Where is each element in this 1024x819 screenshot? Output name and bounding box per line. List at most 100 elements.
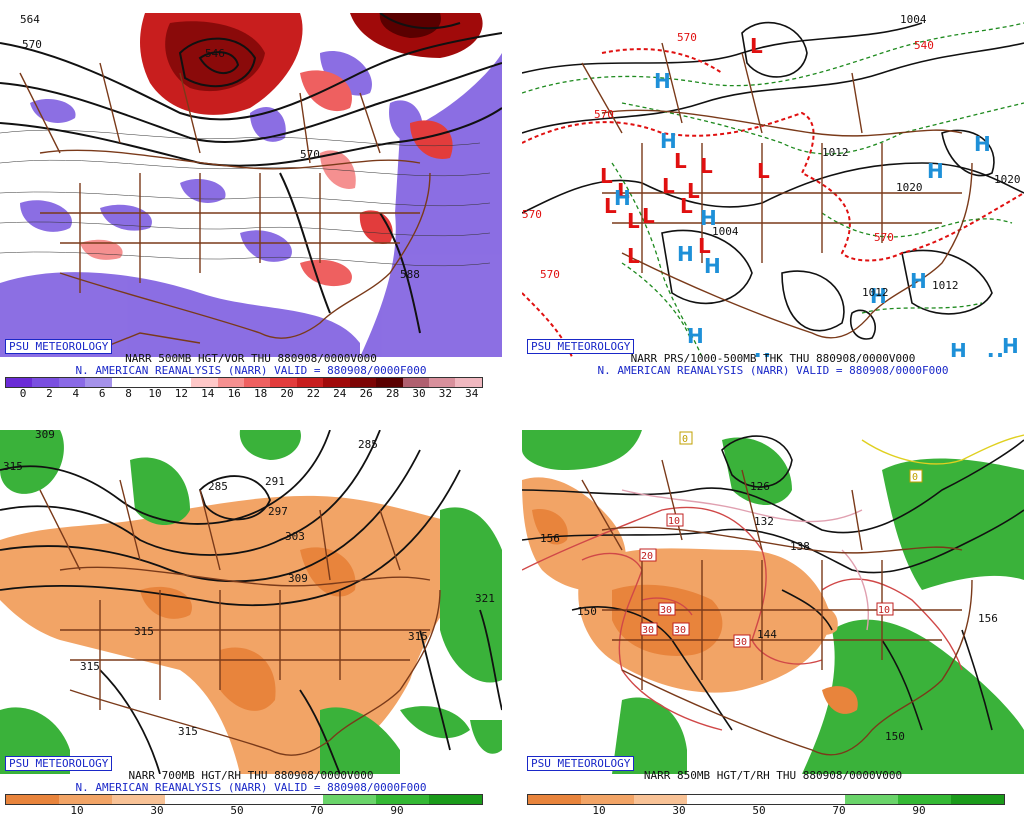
colorbar-swatch	[217, 795, 271, 804]
contour-label: 315	[408, 630, 428, 643]
colorbar-swatch	[138, 378, 165, 387]
colorbar-tick-label: 6	[98, 387, 106, 400]
colorbar-tick-label: 70	[832, 804, 846, 817]
colorbar-swatch	[349, 378, 377, 387]
colorbar-tick-label: 24	[333, 387, 347, 400]
colorbar-tick-label: 8	[125, 387, 132, 400]
psu-meteorology-label: PSU METEOROLOGY	[527, 756, 635, 771]
map-700mb-svg: 309 285 309 315 315 315 321 315 315 303 …	[0, 430, 502, 774]
colorbar-swatch	[217, 378, 244, 387]
temp-label-box: 0	[909, 469, 923, 483]
rh-colorbar	[527, 794, 1005, 805]
isobar-label: 1004	[712, 225, 739, 238]
low-pressure-center: L	[757, 159, 770, 183]
colorbar-tick-label: 50	[752, 804, 766, 817]
colorbar-tick-label: 0	[19, 387, 27, 400]
low-pressure-center: L	[750, 34, 763, 58]
low-pressure-center: L	[604, 194, 617, 218]
colorbar-tick-label: 50	[230, 804, 244, 817]
panel-850mb-t-rh: 156 150 144 138 132 126 156 150 10 20 30…	[522, 417, 1024, 819]
high-pressure-center: H	[654, 69, 671, 93]
low-pressure-center: L	[642, 204, 655, 228]
temperature-cold-contours	[621, 489, 869, 631]
vorticity-negative-areas	[0, 51, 502, 357]
colorbar-tick-label: 30	[150, 804, 164, 817]
map-surface: L L L L L L L L L L L L L L H H H H H H	[522, 13, 1024, 357]
temp-label-box: 10	[876, 602, 894, 616]
contour-label: 297	[268, 505, 288, 518]
political-borders	[19, 62, 431, 354]
high-pressure-center: H	[700, 206, 717, 230]
colorbar-tick-label: 90	[390, 804, 404, 817]
panel-500mb-vorticity: 570 546 570 588 564 PSU METEOROLOGY NARR…	[0, 0, 502, 402]
psu-meteorology-label: PSU METEOROLOGY	[5, 756, 113, 771]
colorbar-swatch	[270, 795, 324, 804]
height-contour-label: 150	[885, 730, 905, 743]
contour-label: 285	[358, 438, 378, 451]
colorbar-swatch	[686, 795, 740, 804]
map-700mb: 309 285 309 315 315 315 321 315 315 303 …	[0, 430, 502, 774]
low-pressure-center: L	[698, 234, 711, 258]
contour-label: 588	[400, 268, 420, 281]
map-700mb-labels: 309 285 309 315 315 315 321 315 315 303 …	[3, 430, 495, 738]
contour-label: 285	[208, 480, 228, 493]
rh-very-dry-areas	[140, 547, 356, 711]
thickness-label: 570	[594, 108, 614, 121]
colorbar-swatch	[376, 378, 403, 387]
panel-surface-pressure-thickness: L L L L L L L L L L L L L L H H H H H H	[522, 0, 1024, 402]
colorbar-swatch	[845, 795, 899, 804]
panel-700mb-rh: 309 285 309 315 315 315 321 315 315 303 …	[0, 417, 502, 819]
contour-label: 315	[178, 725, 198, 738]
colorbar-tick-label: 4	[72, 387, 80, 400]
svg-text:10: 10	[878, 605, 890, 616]
high-pressure-center: H	[754, 349, 771, 357]
colorbar-tick-label: 22	[306, 387, 321, 400]
colorbar-swatch	[6, 378, 33, 387]
colorbar-swatch	[58, 378, 86, 387]
svg-text:10: 10	[668, 516, 680, 527]
temp-label-box: 10	[666, 513, 684, 527]
colorbar-swatch	[792, 795, 846, 804]
colorbar-swatch	[429, 795, 483, 804]
height-contour-label: 138	[790, 540, 810, 553]
high-pressure-center: H	[974, 132, 991, 156]
colorbar-swatch	[191, 378, 218, 387]
vorticity-contours	[0, 129, 491, 267]
high-pressure-center: H	[704, 254, 721, 278]
colorbar-swatch	[243, 378, 271, 387]
colorbar-tick-label: 28	[385, 387, 400, 400]
panel-subtitle: N. AMERICAN REANALYSIS (NARR) VALID = 88…	[75, 364, 427, 377]
contour-label: 546	[205, 47, 225, 60]
map-surface-labels: 1004 1012 1020 1012 1004 1012 1020 570 5…	[522, 13, 1021, 299]
colorbar-tick-label: 16	[227, 387, 241, 400]
contour-label: 303	[285, 530, 305, 543]
svg-text:0: 0	[682, 434, 688, 445]
colorbar-tick-label: 34	[465, 387, 479, 400]
high-pressure-center: H	[614, 186, 631, 210]
low-pressure-center: L	[662, 174, 675, 198]
colorbar-swatch	[85, 378, 112, 387]
temperature-labels: 10 20 30 30 30 30 10 0 0	[639, 431, 923, 648]
colorbar-swatch	[580, 795, 634, 804]
low-pressure-center: L	[674, 149, 687, 173]
contour-label: 321	[475, 592, 495, 605]
thickness-label: 570	[540, 268, 560, 281]
panel-title: NARR 850MB HGT/T/RH THU 880908/0000V000	[643, 769, 903, 782]
colorbar-swatch	[6, 795, 59, 804]
colorbar-swatch	[58, 795, 112, 804]
temperature-freezing-contours	[861, 434, 1024, 465]
svg-text:30: 30	[642, 625, 654, 636]
map-500mb: 570 546 570 588 564	[0, 13, 502, 357]
height-contour-label: 132	[754, 515, 774, 528]
colorbar-swatch	[528, 795, 581, 804]
colorbar-tick-label: 90	[912, 804, 926, 817]
temp-label-box: 20	[639, 548, 657, 562]
isobar-label: 1004	[900, 13, 927, 26]
colorbar-tick-label: 14	[201, 387, 215, 400]
contour-label: 315	[134, 625, 154, 638]
panel-subtitle: N. AMERICAN REANALYSIS (NARR) VALID = 88…	[597, 364, 949, 377]
svg-text:30: 30	[674, 625, 686, 636]
rh-moist-areas	[522, 430, 1024, 774]
rh-colorbar	[5, 794, 483, 805]
map-850mb-svg: 156 150 144 138 132 126 156 150 10 20 30…	[522, 430, 1024, 774]
